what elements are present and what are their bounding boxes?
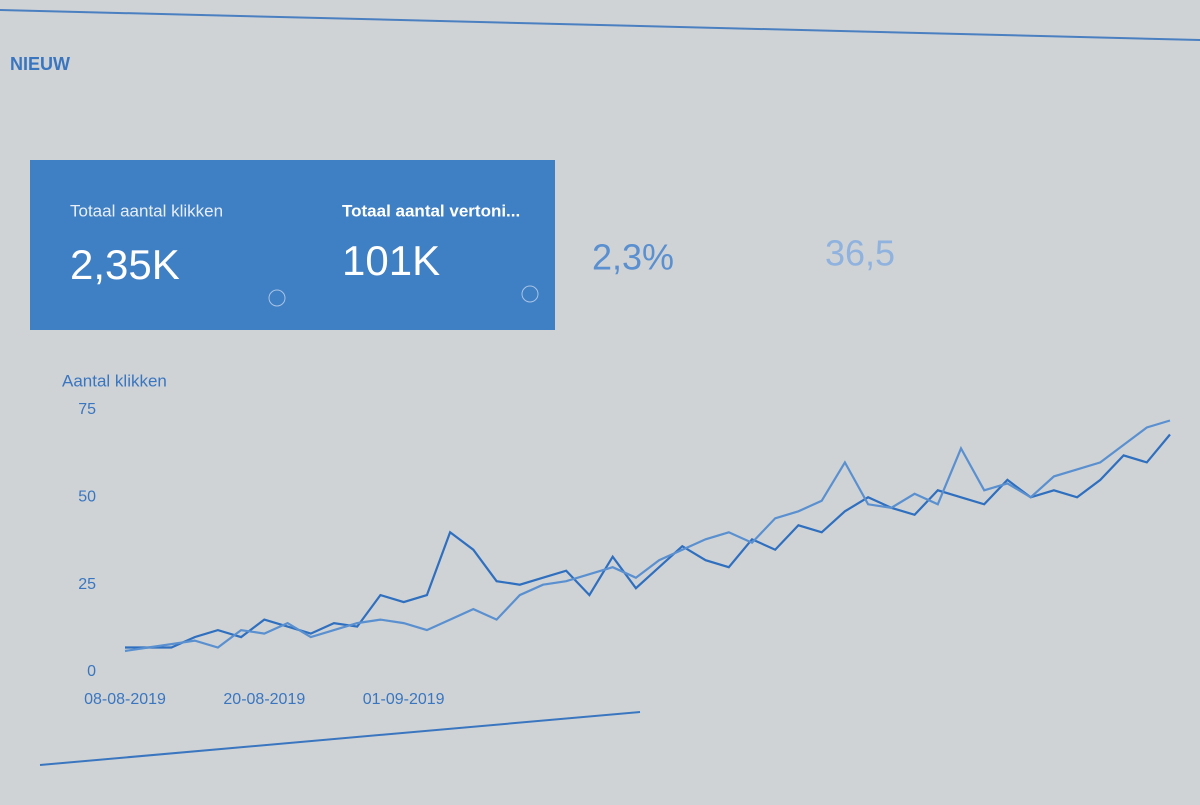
bottom-rule bbox=[39, 711, 641, 766]
help-icon[interactable] bbox=[521, 285, 539, 303]
y-tick-label: 50 bbox=[78, 489, 96, 506]
y-tick-label: 75 bbox=[78, 401, 96, 418]
x-tick-label: 20-08-2019 bbox=[223, 691, 305, 708]
metric-value: 101K bbox=[342, 237, 440, 284]
metric-card[interactable] bbox=[30, 160, 555, 330]
y-tick-label: 25 bbox=[78, 576, 96, 593]
metric-value: 2,35K bbox=[70, 241, 180, 288]
metric-value: 2,3% bbox=[592, 237, 674, 278]
line-series bbox=[125, 433, 1171, 649]
x-tick-label: 01-09-2019 bbox=[363, 691, 445, 708]
metric-label: Totaal aantal vertoni... bbox=[342, 201, 520, 220]
axis-title: Aantal klikken bbox=[62, 371, 167, 390]
metric-value: 36,5 bbox=[825, 233, 895, 274]
plot: 0 25 50 75 08-08-2019 20-08-2019 01-09-2019 bbox=[78, 401, 1171, 708]
y-tick-label: 0 bbox=[87, 663, 96, 680]
line-series bbox=[124, 419, 1171, 653]
top-rule bbox=[0, 9, 1200, 41]
x-tick-label: 08-08-2019 bbox=[84, 691, 166, 708]
metric-label: Totaal aantal klikken bbox=[70, 201, 223, 220]
section-title: NIEUW bbox=[10, 54, 70, 74]
help-icon[interactable] bbox=[268, 289, 286, 307]
